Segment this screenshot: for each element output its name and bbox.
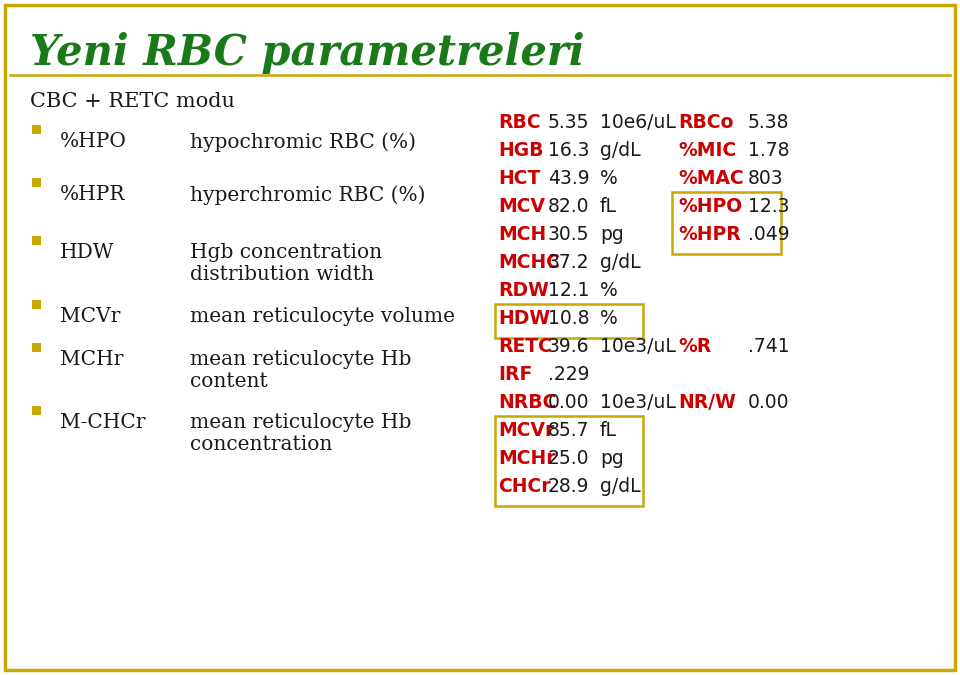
Text: %R: %R: [678, 337, 711, 356]
Text: 10.8: 10.8: [548, 309, 589, 328]
Text: %MIC: %MIC: [678, 141, 736, 160]
Text: HCT: HCT: [498, 169, 540, 188]
Text: NRBC: NRBC: [498, 393, 557, 412]
Text: g/dL: g/dL: [600, 141, 640, 160]
Bar: [32, 406, 41, 415]
Text: g/dL: g/dL: [600, 253, 640, 272]
Text: MCH: MCH: [498, 225, 546, 244]
Text: %HPO: %HPO: [60, 132, 127, 151]
Text: .049: .049: [748, 225, 790, 244]
Text: CBC + RETC modu: CBC + RETC modu: [30, 92, 235, 111]
Text: 37.2: 37.2: [548, 253, 589, 272]
Text: RDW: RDW: [498, 281, 549, 300]
Text: 43.9: 43.9: [548, 169, 589, 188]
Text: MCVr: MCVr: [60, 307, 120, 326]
Text: RETC: RETC: [498, 337, 552, 356]
Text: CHCr: CHCr: [498, 477, 551, 496]
Text: MCHr: MCHr: [498, 449, 556, 468]
Text: 39.6: 39.6: [548, 337, 589, 356]
Text: pg: pg: [600, 225, 624, 244]
Text: 12.1: 12.1: [548, 281, 589, 300]
Bar: [672, 192, 781, 254]
Text: mean reticulocyte volume: mean reticulocyte volume: [190, 307, 455, 326]
Text: 803: 803: [748, 169, 783, 188]
Text: 16.3: 16.3: [548, 141, 589, 160]
Text: .229: .229: [548, 365, 589, 384]
Text: 10e3/uL: 10e3/uL: [600, 393, 676, 412]
Text: 5.38: 5.38: [748, 113, 789, 132]
Text: 25.0: 25.0: [548, 449, 589, 468]
Text: NR/W: NR/W: [678, 393, 735, 412]
Text: MCV: MCV: [498, 197, 545, 216]
Text: MCHr: MCHr: [60, 350, 124, 369]
Text: M-CHCr: M-CHCr: [60, 413, 146, 432]
Text: HDW: HDW: [60, 243, 114, 262]
Text: concentration: concentration: [190, 435, 332, 454]
Text: MCVr: MCVr: [498, 421, 554, 440]
Bar: [32, 125, 41, 134]
Text: mean reticulocyte Hb: mean reticulocyte Hb: [190, 413, 412, 432]
Text: RBC: RBC: [498, 113, 540, 132]
Bar: [32, 300, 41, 309]
Text: Yeni RBC parametreleri: Yeni RBC parametreleri: [30, 32, 585, 74]
Text: hypochromic RBC (%): hypochromic RBC (%): [190, 132, 416, 152]
Text: 0.00: 0.00: [548, 393, 589, 412]
Bar: [32, 178, 41, 187]
Text: mean reticulocyte Hb: mean reticulocyte Hb: [190, 350, 412, 369]
Text: %HPR: %HPR: [678, 225, 741, 244]
Text: %HPR: %HPR: [60, 185, 126, 204]
Bar: [495, 416, 643, 506]
Text: HDW: HDW: [498, 309, 550, 328]
Text: %MAC: %MAC: [678, 169, 744, 188]
Text: 85.7: 85.7: [548, 421, 589, 440]
Text: 0.00: 0.00: [748, 393, 789, 412]
Text: RBCo: RBCo: [678, 113, 733, 132]
Text: g/dL: g/dL: [600, 477, 640, 496]
Text: IRF: IRF: [498, 365, 533, 384]
Text: %: %: [600, 309, 617, 328]
Text: pg: pg: [600, 449, 624, 468]
Text: HGB: HGB: [498, 141, 543, 160]
Text: hyperchromic RBC (%): hyperchromic RBC (%): [190, 185, 425, 205]
Bar: [32, 343, 41, 352]
Text: %HPO: %HPO: [678, 197, 742, 216]
Text: 82.0: 82.0: [548, 197, 589, 216]
Text: 28.9: 28.9: [548, 477, 589, 496]
Text: fL: fL: [600, 421, 617, 440]
Text: 10e6/uL: 10e6/uL: [600, 113, 676, 132]
Text: content: content: [190, 372, 268, 391]
Text: 1.78: 1.78: [748, 141, 789, 160]
Text: distribution width: distribution width: [190, 265, 374, 284]
Text: %: %: [600, 281, 617, 300]
Text: 10e3/uL: 10e3/uL: [600, 337, 676, 356]
Text: 5.35: 5.35: [548, 113, 589, 132]
Text: Hgb concentration: Hgb concentration: [190, 243, 382, 262]
Bar: [32, 236, 41, 245]
Text: .741: .741: [748, 337, 790, 356]
Text: MCHC: MCHC: [498, 253, 560, 272]
Text: fL: fL: [600, 197, 617, 216]
Bar: [495, 304, 643, 338]
Text: %: %: [600, 169, 617, 188]
Text: 12.3: 12.3: [748, 197, 789, 216]
Text: 30.5: 30.5: [548, 225, 589, 244]
